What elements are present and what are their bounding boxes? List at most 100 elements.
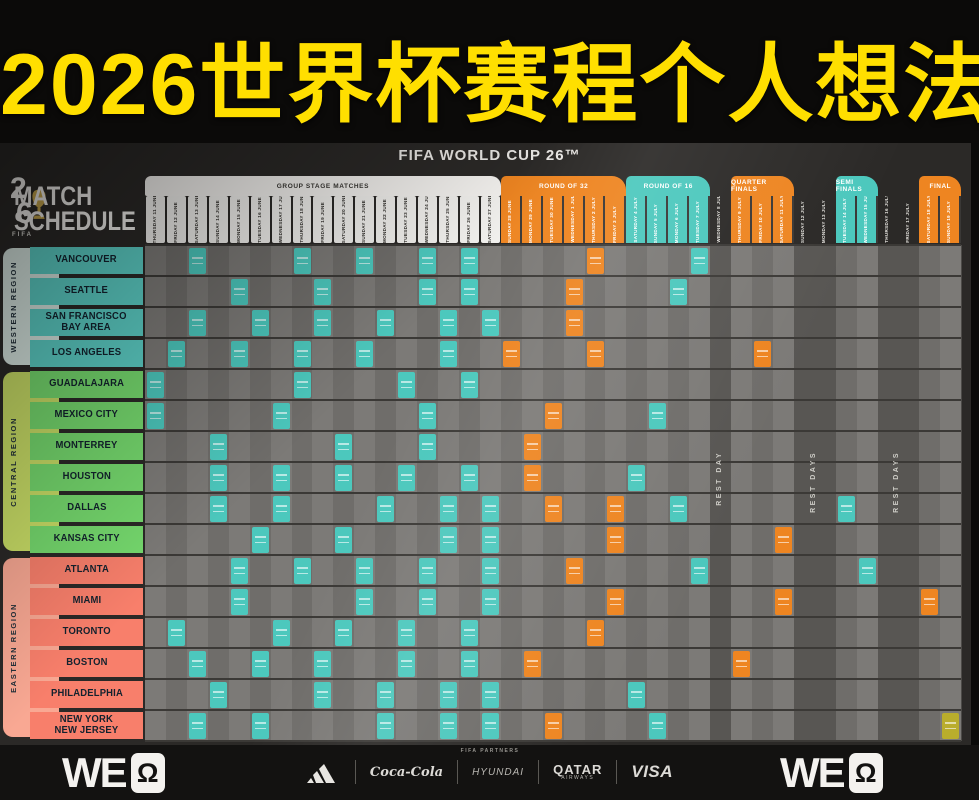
date-label: THURSDAY 25 JUNE [445, 196, 451, 243]
date-header-cell: SATURDAY 4 JULY [626, 196, 648, 243]
match-cell-g [335, 526, 353, 553]
match-cell-g [356, 557, 374, 584]
match-cell-r32 [607, 588, 625, 615]
match-cell-g [398, 619, 416, 646]
match-cell-g [481, 712, 499, 739]
match-cell-g [188, 247, 206, 274]
match-cell-g [481, 557, 499, 584]
date-label: FRIDAY 10 JULY [758, 203, 764, 243]
photo-edge-shadow [971, 143, 979, 745]
match-cell-g [419, 247, 437, 274]
date-label: MONDAY 22 JUNE [382, 198, 388, 243]
we26-mark-icon: Ω [130, 753, 165, 793]
date-label: THURSDAY 2 JULY [590, 197, 596, 243]
date-header-cell: FRIDAY 26 JUNE [459, 196, 479, 243]
date-header-cell: THURSDAY 2 JULY [585, 196, 606, 243]
city-label-west: SEATTLE [30, 277, 143, 305]
date-label: TUESDAY 7 JULY [695, 200, 701, 243]
match-cell-g [230, 340, 248, 367]
match-cell-g [398, 371, 416, 398]
date-label: MONDAY 13 JULY [820, 199, 826, 243]
match-cell-r32 [523, 433, 541, 460]
city-label-east: PHILADELPHIA [30, 680, 143, 708]
match-cell-r32 [607, 526, 625, 553]
date-label: TUESDAY 14 JULY [841, 198, 847, 243]
grid-row-line [145, 554, 962, 556]
region-label: EASTERN REGION [9, 602, 18, 693]
city-name: TORONTO [62, 625, 111, 638]
match-cell-r32 [502, 340, 520, 367]
date-header-cell: THURSDAY 9 JULY [731, 196, 752, 243]
date-header-cell: SUNDAY 28 JUNE [501, 196, 522, 243]
match-cell-g [167, 619, 185, 646]
grid-row-line [145, 430, 962, 432]
city-name: ATLANTA [64, 563, 109, 576]
match-cell-g [419, 588, 437, 615]
match-cell-r32 [523, 650, 541, 677]
stage-header-qf: QUARTER FINALS [731, 176, 794, 243]
date-header-cell: SATURDAY 13 JUNE [187, 196, 207, 243]
match-cell-qf [774, 588, 792, 615]
date-header-cell: SATURDAY 18 JULY [919, 196, 941, 243]
match-cell-r16 [670, 495, 688, 522]
sponsor-strip: FIFA PARTNERS Coca-Cola HYUNDAI QATAR AI… [290, 748, 690, 784]
date-label: SATURDAY 4 JULY [632, 197, 638, 243]
date-header-cell: TUESDAY 7 JULY [689, 196, 711, 243]
date-header-cell: SUNDAY 12 JULY [794, 196, 813, 243]
date-header-cell: WEDNESDAY 17 JUNE [271, 196, 291, 243]
match-cell-g [209, 464, 227, 491]
match-cell-g [356, 588, 374, 615]
city-label-central: KANSAS CITY [30, 525, 143, 553]
match-cell-g [460, 464, 478, 491]
match-cell-g [293, 340, 311, 367]
city-name: GUADALAJARA [49, 377, 124, 390]
date-label: SUNDAY 12 JULY [799, 200, 805, 243]
city-label-west: SAN FRANCISCO BAY AREA [30, 308, 143, 336]
match-cell-r32 [523, 464, 541, 491]
match-cell-sf [858, 557, 876, 584]
stage-header-sf: SEMI FINALS [835, 176, 878, 243]
match-cell-third [921, 588, 939, 615]
match-cell-g [335, 433, 353, 460]
match-cell-g [419, 557, 437, 584]
date-header-cell: SUNDAY 5 JULY [647, 196, 669, 243]
match-cell-r16 [649, 402, 667, 429]
match-cell-r16 [649, 712, 667, 739]
stage-header-final: FINAL [919, 176, 962, 243]
match-cell-r16 [670, 278, 688, 305]
match-cell-g [356, 340, 374, 367]
match-cell-r32 [544, 495, 562, 522]
city-label-central: MEXICO CITY [30, 401, 143, 429]
we26-logo-right: WE Ω [780, 752, 883, 794]
match-cell-r32 [565, 278, 583, 305]
match-cell-g [460, 371, 478, 398]
match-cell-r32 [544, 402, 562, 429]
date-label: SATURDAY 18 JULY [925, 196, 931, 243]
city-label-central: MONTERREY [30, 432, 143, 460]
match-cell-g [440, 309, 458, 336]
match-cell-g [314, 278, 332, 305]
city-name: DALLAS [66, 501, 107, 514]
match-cell-g [147, 402, 164, 429]
city-name: MONTERREY [55, 439, 118, 452]
region-label: WESTERN REGION [9, 260, 18, 353]
date-label: FRIDAY 3 JULY [611, 206, 617, 243]
coca-cola-logo: Coca-Cola [369, 764, 444, 780]
city-name: LOS ANGELES [51, 346, 122, 359]
date-header-cell: WEDNESDAY 1 JULY [564, 196, 585, 243]
match-cell-g [272, 464, 290, 491]
sponsor-divider [616, 760, 618, 784]
city-label-east: MIAMI [30, 587, 143, 615]
date-label: TUESDAY 23 JUNE [403, 197, 409, 243]
grid-row-line [145, 585, 962, 587]
match-cell-g [314, 309, 332, 336]
match-cell-r32 [565, 557, 583, 584]
match-cell-g [188, 309, 206, 336]
match-cell-qf [753, 340, 771, 367]
match-cell-g [272, 495, 290, 522]
date-label: WEDNESDAY 15 JULY [862, 196, 868, 243]
sponsor-divider [538, 760, 540, 784]
date-header-cell: MONDAY 15 JUNE [229, 196, 249, 243]
date-label: WEDNESDAY 1 JULY [569, 196, 575, 243]
date-label: THURSDAY 11 JUNE [152, 196, 158, 243]
